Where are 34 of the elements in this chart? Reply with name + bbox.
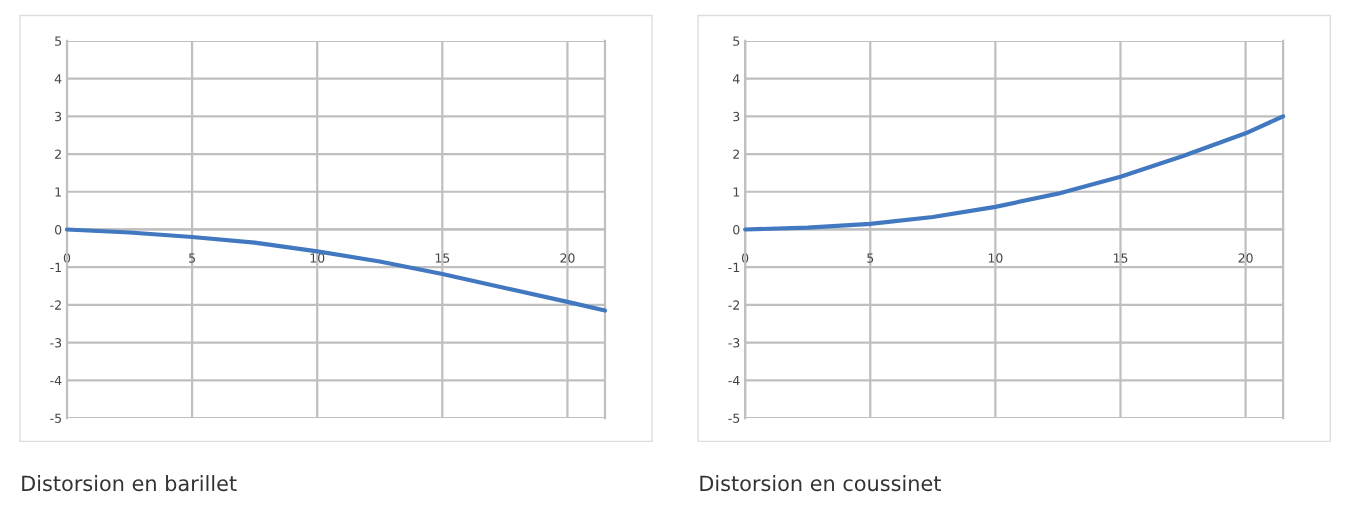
line-series bbox=[743, 114, 1286, 232]
y-tick-label: 0 bbox=[54, 224, 62, 235]
y-tick-label: 2 bbox=[733, 149, 740, 159]
y-tick-label: -3 bbox=[728, 338, 740, 348]
text: Distorsion en coussinet bbox=[700, 475, 941, 492]
x-tick-label: 5 bbox=[867, 253, 874, 263]
y-tick-label: -5 bbox=[728, 413, 740, 423]
x-tick-label: 10 bbox=[310, 253, 325, 263]
y-tick-label: 5 bbox=[55, 36, 62, 46]
y-tick-label: -4 bbox=[728, 375, 740, 386]
y-tick-label: -4 bbox=[50, 375, 62, 386]
line-series bbox=[64, 227, 608, 313]
x-tick-label: 10 bbox=[988, 253, 1003, 263]
y-tick-label: 3 bbox=[733, 111, 740, 122]
text: Distorsion en barillet bbox=[22, 475, 237, 492]
y-tick-label: -3 bbox=[50, 338, 62, 348]
x-tick-label: 5 bbox=[189, 253, 195, 263]
y-tick-label: 2 bbox=[55, 149, 61, 159]
y-tick-label: 0 bbox=[733, 224, 740, 235]
y-tick-label: -1 bbox=[728, 262, 740, 272]
x-tick-label: 15 bbox=[435, 253, 450, 263]
y-tick-label: 4 bbox=[54, 74, 62, 84]
y-tick-label: -5 bbox=[50, 413, 62, 423]
y-tick-label: -2 bbox=[50, 300, 61, 310]
y-tick-label: 5 bbox=[733, 36, 740, 46]
y-tick-label: -1 bbox=[50, 262, 61, 272]
x-tick-label: 20 bbox=[1238, 253, 1253, 263]
y-tick-label: -2 bbox=[728, 300, 740, 310]
y-tick-label: 1 bbox=[55, 187, 61, 197]
y-tick-label: 3 bbox=[55, 111, 62, 122]
x-tick-label: 20 bbox=[560, 253, 575, 263]
y-tick-label: 4 bbox=[732, 74, 740, 84]
y-tick-label: 1 bbox=[733, 187, 740, 197]
x-tick-label: 15 bbox=[1113, 253, 1128, 263]
